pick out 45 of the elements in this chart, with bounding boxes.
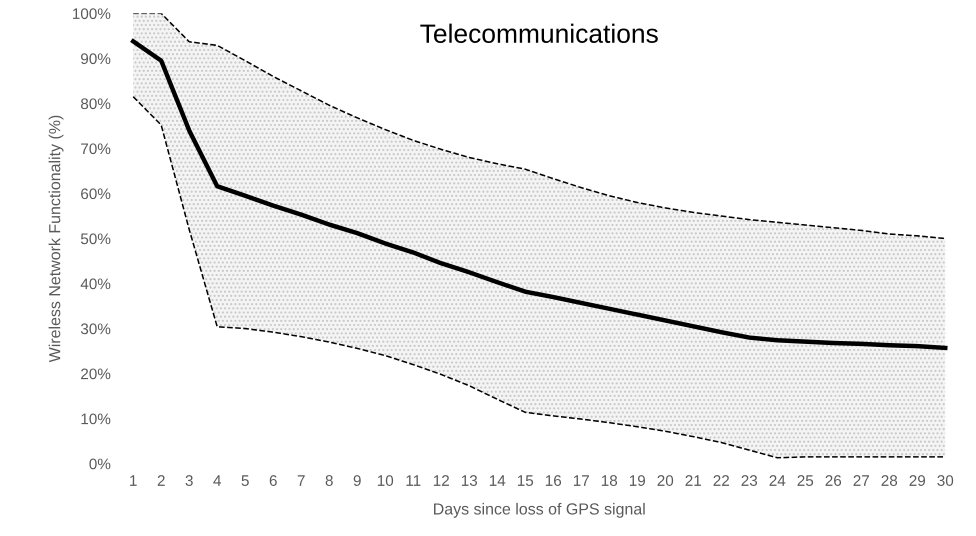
chart-title: Telecommunications (420, 24, 658, 43)
x-tick-label: 12 (434, 475, 449, 486)
x-tick-label: 28 (882, 475, 898, 486)
y-tick-label: 100% (72, 8, 110, 20)
y-tick-label: 50% (80, 233, 110, 244)
x-tick-label: 3 (186, 475, 193, 486)
x-tick-label: 26 (826, 475, 842, 486)
line-series (132, 13, 946, 240)
x-tick-label: 2 (158, 475, 165, 486)
x-tick-label: 11 (406, 475, 420, 486)
x-tick-label: 8 (326, 475, 333, 486)
y-tick-label: 10% (81, 413, 110, 424)
x-tick-label: 16 (546, 475, 562, 486)
x-tick-label: 4 (213, 475, 222, 486)
x-tick-label: 13 (462, 475, 478, 486)
y-tick-label: 0% (89, 458, 110, 470)
x-tick-label: 22 (714, 475, 729, 486)
y-tick-label: 80% (80, 98, 110, 110)
y-tick-label: 20% (81, 368, 110, 380)
y-tick-label: 30% (80, 323, 110, 334)
x-tick-label: 17 (574, 475, 589, 486)
y-tick-label: 90% (81, 53, 110, 64)
x-tick-label: 15 (518, 475, 534, 486)
y-tick-label: 40% (80, 278, 110, 290)
x-tick-label: 27 (854, 475, 869, 486)
x-tick-label: 30 (937, 475, 954, 486)
x-tick-label: 6 (270, 475, 277, 486)
y-axis-title: Wireless Network Functionality (%) (48, 116, 64, 362)
x-tick-label: 24 (770, 475, 786, 486)
x-axis-title: Days since loss of GPS signal (434, 502, 645, 518)
x-tick-label: 5 (242, 475, 249, 486)
x-tick-label: 18 (602, 475, 618, 486)
x-tick-label: 23 (742, 475, 758, 486)
x-tick-label: 29 (910, 475, 926, 486)
y-tick-label: 70% (81, 143, 110, 154)
x-tick-label: 20 (658, 475, 674, 486)
x-tick-label: 19 (630, 475, 646, 486)
x-tick-label: 14 (490, 475, 506, 486)
x-tick-label: 7 (298, 475, 305, 486)
x-tick-label: 21 (686, 475, 702, 486)
x-tick-label: 25 (798, 475, 814, 486)
y-tick-label: 60% (81, 188, 110, 200)
x-tick-label: 10 (378, 475, 394, 486)
x-tick-label: 1 (130, 475, 137, 486)
x-tick-label: 9 (354, 475, 361, 486)
